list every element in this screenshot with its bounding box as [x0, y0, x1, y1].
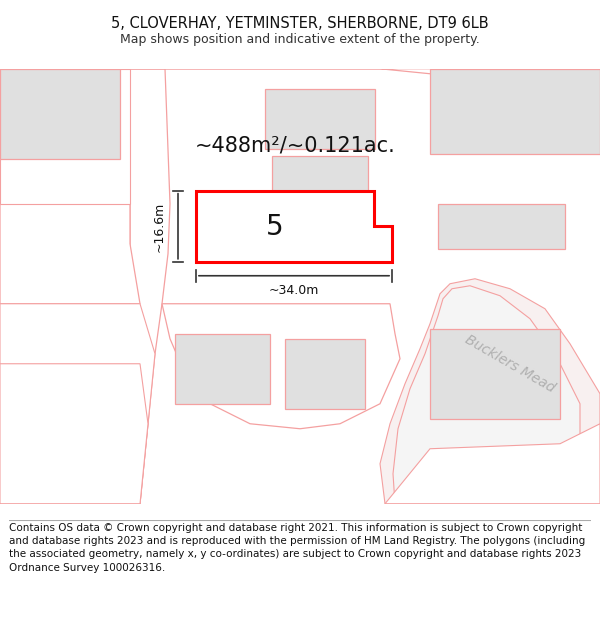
Polygon shape [0, 364, 148, 504]
Polygon shape [285, 339, 365, 409]
Polygon shape [380, 279, 600, 504]
Text: ~34.0m: ~34.0m [269, 284, 319, 298]
Polygon shape [438, 204, 565, 249]
Polygon shape [0, 304, 155, 504]
Polygon shape [430, 69, 600, 154]
Polygon shape [272, 156, 368, 196]
Text: 5, CLOVERHAY, YETMINSTER, SHERBORNE, DT9 6LB: 5, CLOVERHAY, YETMINSTER, SHERBORNE, DT9… [111, 16, 489, 31]
Text: Contains OS data © Crown copyright and database right 2021. This information is : Contains OS data © Crown copyright and d… [9, 523, 585, 572]
Polygon shape [130, 69, 170, 504]
Polygon shape [0, 69, 120, 159]
Polygon shape [130, 69, 600, 114]
Polygon shape [430, 329, 560, 419]
Text: Map shows position and indicative extent of the property.: Map shows position and indicative extent… [120, 32, 480, 46]
Polygon shape [162, 304, 400, 429]
Polygon shape [393, 286, 580, 504]
Polygon shape [385, 424, 600, 504]
Polygon shape [0, 69, 130, 204]
Polygon shape [0, 69, 140, 304]
Text: ~16.6m: ~16.6m [152, 202, 166, 252]
Polygon shape [196, 191, 392, 262]
Polygon shape [265, 89, 375, 149]
Polygon shape [175, 334, 270, 404]
Text: 5: 5 [266, 213, 284, 241]
Text: Bucklers Mead: Bucklers Mead [463, 332, 557, 395]
Text: ~488m²/~0.121ac.: ~488m²/~0.121ac. [194, 136, 395, 156]
